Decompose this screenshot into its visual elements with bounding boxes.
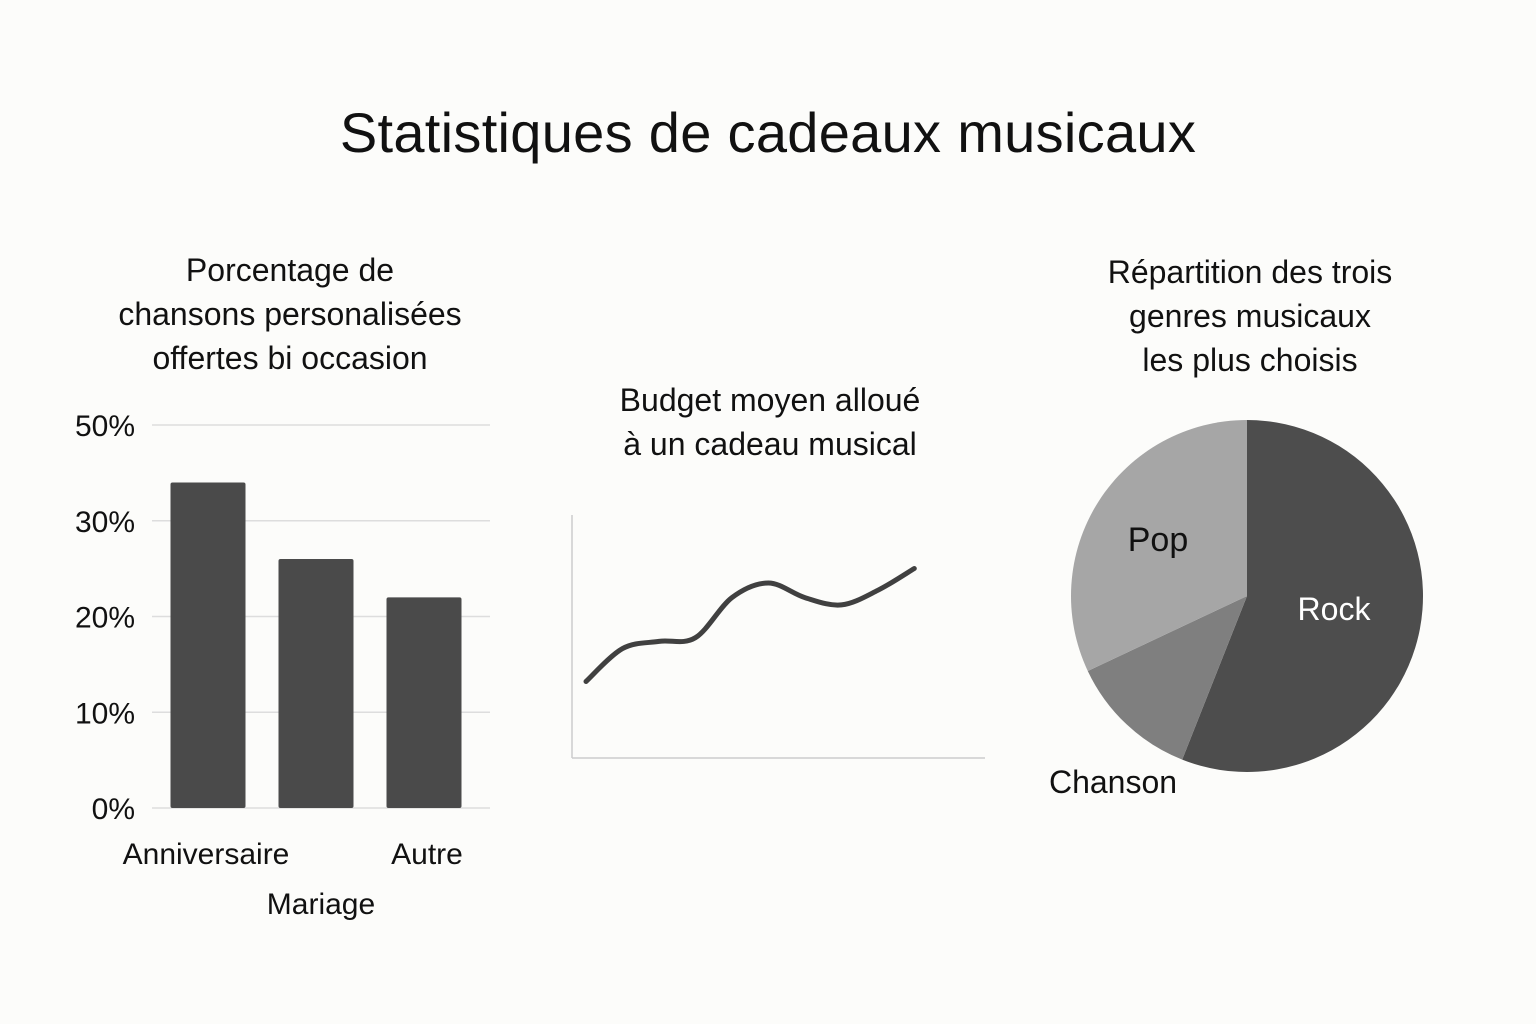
bar-y-tick-label: 50% xyxy=(75,410,135,443)
bar-autre xyxy=(386,597,462,808)
bar-y-tick-label: 30% xyxy=(75,506,135,539)
pie-chart-title-line: les plus choisis xyxy=(1142,342,1358,378)
bar-x-tick-label: Autre xyxy=(391,838,463,871)
bar-y-tick-label: 10% xyxy=(75,697,135,730)
bar-chart-title-line: chansons personalisées xyxy=(118,296,462,332)
bar-mariage xyxy=(278,559,354,808)
pie-slice-chanson xyxy=(1087,596,1247,760)
pie-slice-rock xyxy=(1182,419,1424,772)
line-chart-title: Budget moyen alloué à un cadeau musical xyxy=(560,378,980,466)
budget-line xyxy=(583,566,917,684)
bar-x-tick-label: Mariage xyxy=(267,888,375,921)
pie-chart-title-line: Répartition des trois xyxy=(1107,254,1393,290)
line-chart xyxy=(571,515,985,759)
pie-label-rock: Rock xyxy=(1298,591,1372,627)
pie-chart-title: Répartition des trois genres musicaux le… xyxy=(1040,250,1460,382)
pie-chart-title-line: genres musicaux xyxy=(1129,298,1371,334)
bar-chart-title-line: offertes bi occasion xyxy=(152,340,428,376)
pie-label-chanson: Chanson xyxy=(1049,764,1177,800)
pie-label-pop: Pop xyxy=(1128,521,1189,559)
bar-y-tick-label: 0% xyxy=(92,793,135,826)
line-chart-title-line: à un cadeau musical xyxy=(623,426,917,462)
bar-chart-title-line: Porcentage de xyxy=(185,252,395,288)
line-chart-title-line: Budget moyen alloué xyxy=(619,382,921,418)
bar-chart-title: Porcentage de chansons personalisées off… xyxy=(60,248,520,380)
bar-y-tick-label: 20% xyxy=(75,602,135,635)
pie-slice-pop xyxy=(1070,420,1247,671)
main-title: Statistiques de cadeaux musicaux xyxy=(339,101,1197,164)
bar-chart: 0% 10% 20% 30% 50% Anniversaire Mariage Autre xyxy=(75,410,490,921)
bar-x-tick-label: Anniversaire xyxy=(123,838,290,871)
bar-anniversaire xyxy=(170,482,246,808)
pie-chart: Rock Chanson Pop xyxy=(1049,419,1424,800)
